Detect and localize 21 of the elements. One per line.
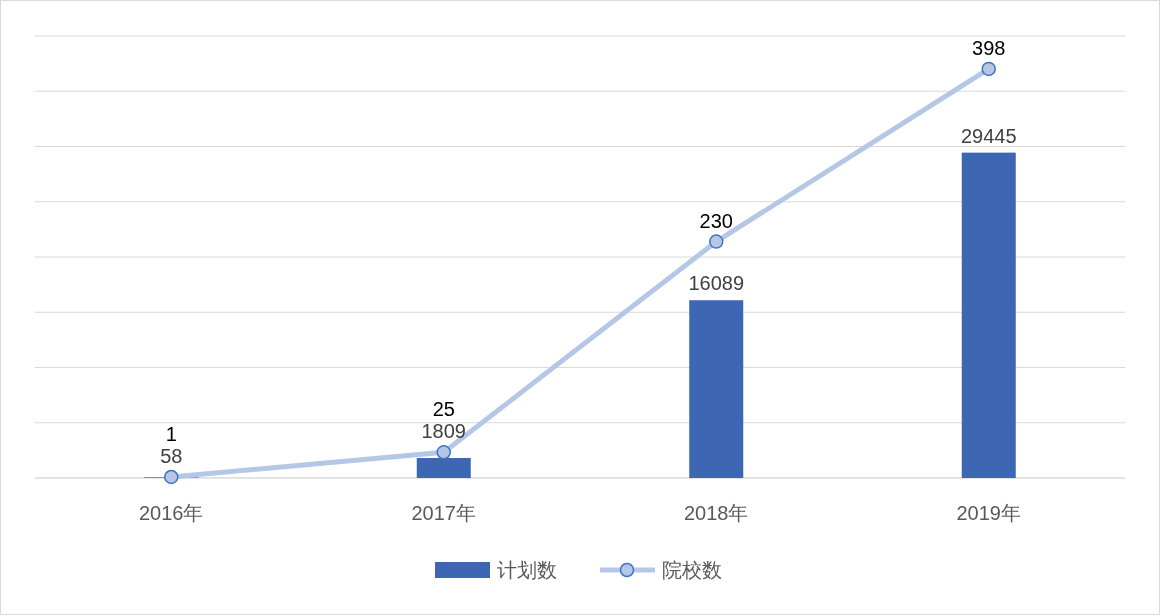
point — [981, 61, 996, 77]
x-tick-label: 2018年 — [684, 502, 749, 524]
data-label: 16089 — [688, 272, 745, 295]
data-label: 1809 — [421, 420, 466, 443]
point — [164, 469, 179, 485]
x-tick-label: 2019年 — [956, 502, 1021, 524]
bar — [689, 300, 744, 478]
data-label: 58 — [160, 444, 183, 467]
point — [709, 234, 724, 249]
point — [436, 445, 451, 460]
x-tick-label: 2016年 — [139, 502, 204, 524]
data-label: 25 — [432, 398, 455, 421]
data-label: 230 — [699, 209, 733, 232]
legend-label: 院校数 — [662, 559, 722, 581]
data-label: 398 — [972, 36, 1006, 59]
data-label: 1 — [165, 422, 177, 445]
bar — [961, 152, 1016, 478]
legend-label: 计划数 — [497, 559, 557, 581]
x-tick-label: 2017年 — [411, 502, 476, 524]
data-label: 29445 — [960, 124, 1017, 147]
bar — [416, 458, 471, 478]
